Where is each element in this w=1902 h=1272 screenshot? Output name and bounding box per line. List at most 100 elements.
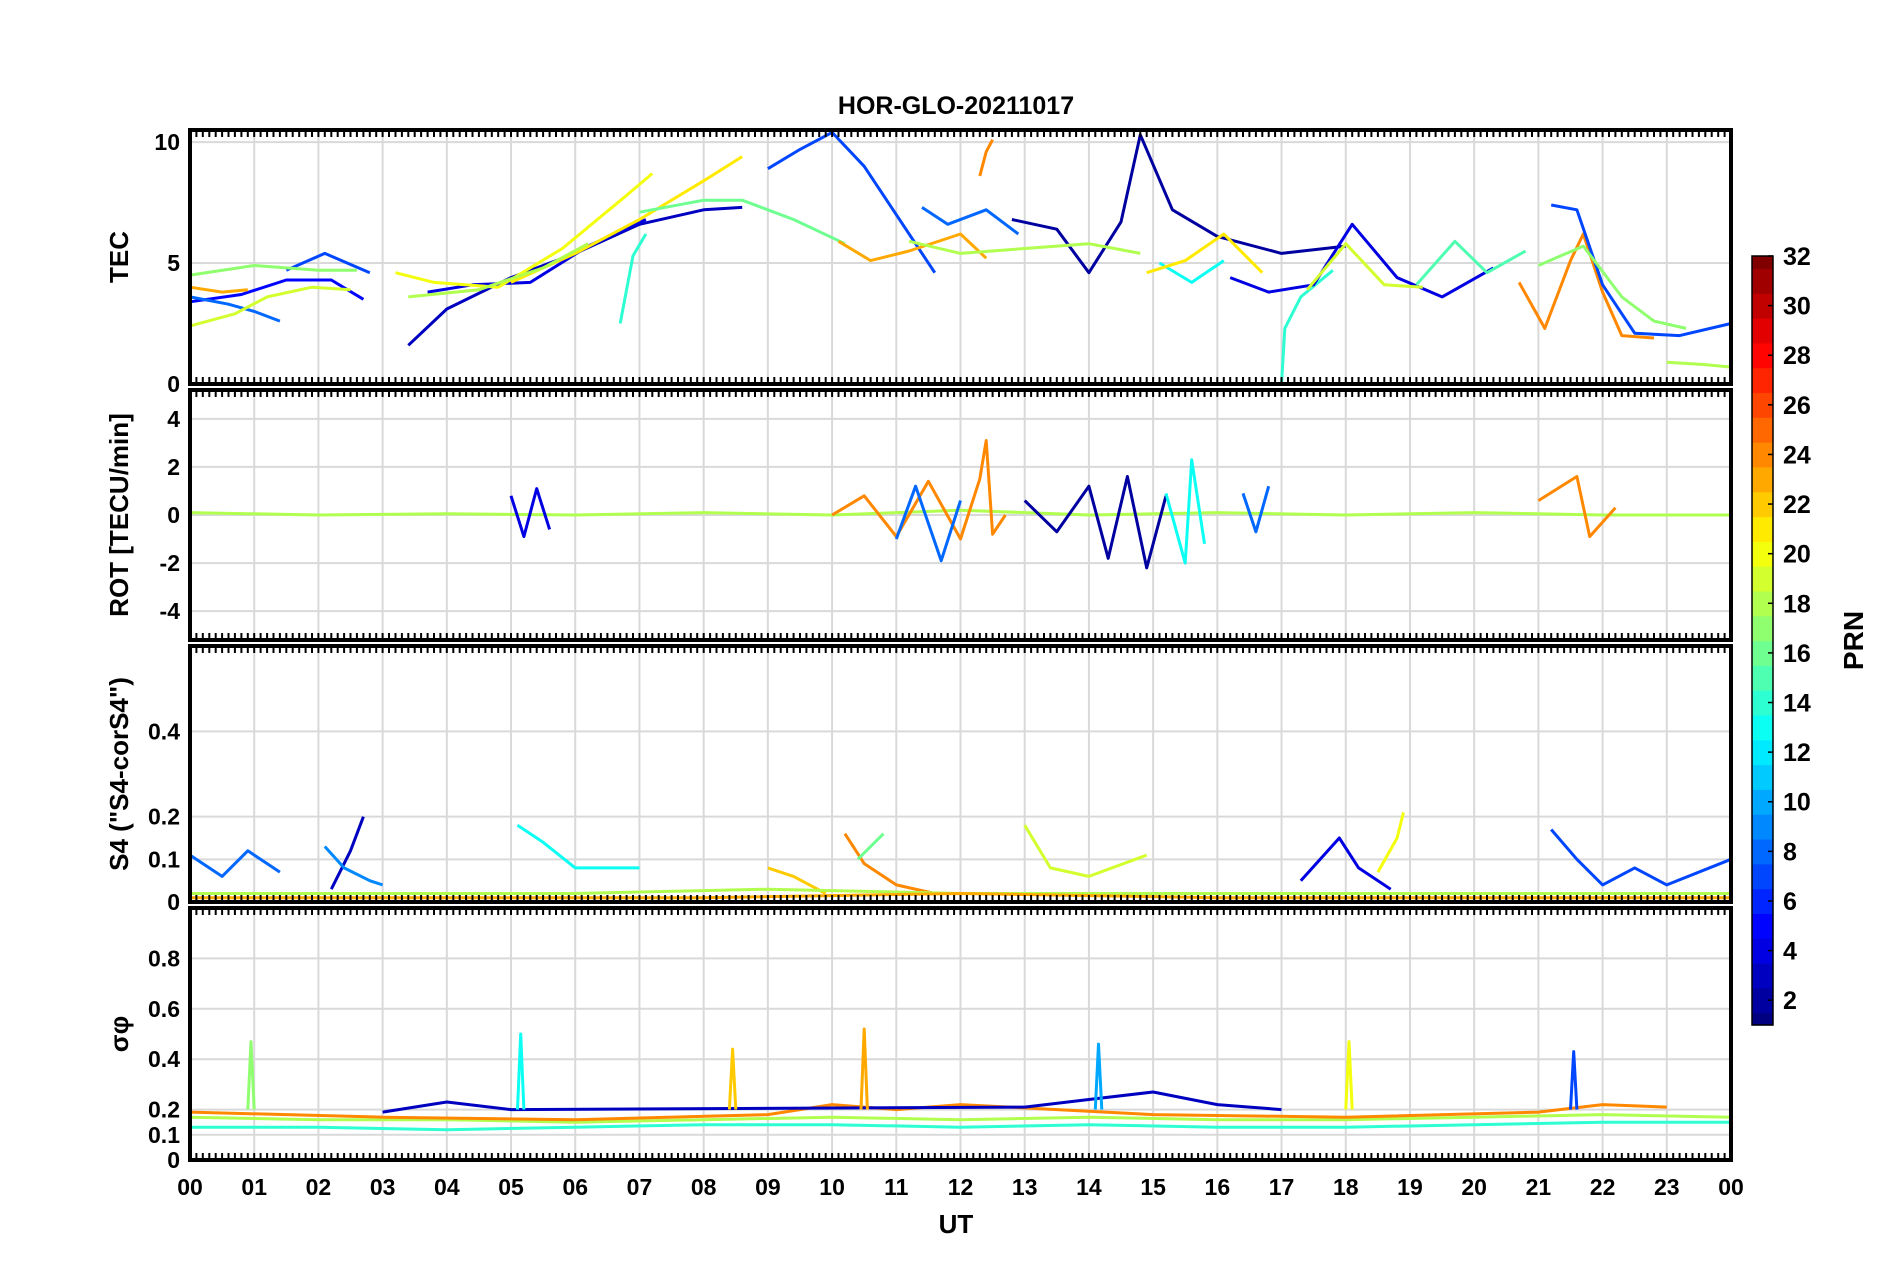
y-tick-label: 0.4	[148, 1046, 180, 1072]
series-line-prn-8	[921, 206, 1020, 236]
x-tick-label: 02	[306, 1174, 332, 1200]
y-tick-label: 5	[167, 250, 180, 276]
colorbar-tick-label: 32	[1783, 243, 1811, 271]
colorbar-segment	[1752, 442, 1773, 468]
x-tick-label: 12	[948, 1174, 974, 1200]
colorbar-segment	[1752, 789, 1773, 815]
series-line-prn-18	[189, 1113, 1732, 1124]
series-line-prn-20	[1376, 812, 1405, 873]
colorbar-tick-label: 24	[1783, 441, 1811, 469]
x-tick-label: 03	[370, 1174, 396, 1200]
colorbar-segment	[1752, 466, 1773, 493]
series-line-prn-18	[408, 242, 589, 299]
series-line-prn-24	[978, 138, 994, 177]
minor-ticks	[189, 130, 1732, 384]
colorbar-segment	[1752, 640, 1773, 666]
y-tick-label: 0	[167, 889, 180, 915]
series-line-prn-18	[1666, 360, 1732, 369]
minor-ticks	[189, 390, 1732, 640]
series-line-prn-19	[1023, 824, 1148, 878]
series-line-prn-7	[285, 251, 371, 275]
panel-sigma: 00.10.2 0.4 0.6 0.8 σφ	[104, 906, 1733, 1173]
colorbar-segment	[1752, 863, 1773, 890]
x-tick-label: 18	[1333, 1174, 1359, 1200]
x-tick-label: 14	[1076, 1174, 1102, 1200]
colorbar-tick-label: 18	[1783, 590, 1811, 618]
series-line-prn-7	[1550, 828, 1732, 887]
x-tick-label: 17	[1269, 1174, 1295, 1200]
series-line-prn-8	[189, 295, 281, 323]
series-line-prn-23	[189, 285, 248, 294]
minor-ticks	[189, 646, 1732, 902]
colorbar-tick-label: 16	[1783, 640, 1811, 668]
x-tick-label: 00	[177, 1174, 203, 1200]
series-line-prn-17	[189, 264, 357, 277]
series-line-prn-17	[1537, 244, 1687, 330]
colorbar-segment	[1752, 541, 1773, 567]
series-line-prn-24	[1517, 232, 1655, 340]
colorbar-tick-label: 4	[1783, 938, 1797, 966]
x-tick-label: 21	[1526, 1174, 1552, 1200]
colorbar-segment	[1752, 665, 1773, 691]
x-tick-label: 01	[241, 1174, 267, 1200]
colorbar-segment	[1752, 963, 1773, 989]
series-line-prn-14	[1280, 269, 1334, 385]
colorbar-segment	[1752, 714, 1773, 741]
x-tick-label: 15	[1140, 1174, 1166, 1200]
y-tick-label: 0.1	[148, 846, 180, 872]
colorbar-tick-label: 28	[1783, 342, 1811, 370]
colorbar-tick-label: 14	[1783, 690, 1811, 718]
series-line-prn-21	[1146, 232, 1264, 275]
panel-rot: -4 -2 0 2 4 ROT [TECU/min]	[104, 388, 1733, 642]
colorbar-tick-label: 30	[1783, 293, 1811, 321]
y-tick-label: 0.2	[148, 1097, 180, 1123]
y-tick-label: 0	[167, 371, 180, 397]
y-axis-label: TEC	[104, 231, 134, 283]
chart-title: HOR-GLO-20211017	[838, 92, 1074, 120]
series-line-prn-24	[1537, 475, 1617, 539]
series-line-prn-20	[1344, 1040, 1354, 1110]
series-line-prn-4	[509, 487, 552, 539]
series-line-prn-22	[767, 866, 827, 895]
y-axis-label: ROT [TECU/min]	[104, 413, 134, 617]
x-tick-label: 16	[1205, 1174, 1231, 1200]
colorbar-segment	[1752, 268, 1773, 294]
colorbar-segment	[1752, 367, 1773, 393]
series-line-prn-24	[843, 832, 936, 895]
colorbar-tick-label: 22	[1783, 491, 1811, 519]
colorbar-segment	[1752, 739, 1773, 766]
series-line-prn-23	[859, 1027, 869, 1110]
series-line-prn-14	[618, 233, 648, 324]
series-line-prn-8	[894, 484, 962, 563]
colorbar-tick-label: 2	[1783, 987, 1797, 1015]
colorbar-segment	[1752, 293, 1773, 319]
x-tick-label: 09	[755, 1174, 781, 1200]
x-tick-label: 19	[1397, 1174, 1423, 1200]
series-line-prn-3	[382, 1090, 1282, 1114]
panel-tec: 0 5 10 TEC	[104, 128, 1733, 397]
colorbar-tick-label: 8	[1783, 838, 1797, 866]
y-tick-label: 0	[167, 1147, 180, 1173]
series-line-prn-18	[189, 508, 1731, 517]
series-line-prn-17	[246, 1040, 256, 1110]
series-line-prn-8	[1241, 485, 1271, 534]
colorbar-segment	[1752, 417, 1773, 443]
colorbar-segment	[1752, 690, 1773, 716]
colorbar-segment	[1752, 491, 1773, 518]
series-line-prn-2	[1023, 475, 1168, 570]
y-tick-label: 0.4	[148, 718, 180, 744]
colorbar-segment	[1752, 342, 1773, 369]
series-line-prn-16	[639, 198, 846, 246]
y-tick-label: 10	[154, 129, 180, 155]
series-line-prn-23	[837, 232, 988, 263]
y-tick-label: 0.6	[148, 996, 180, 1022]
y-tick-label: -4	[160, 598, 181, 624]
x-tick-label: 04	[434, 1174, 460, 1200]
x-tick-label: 22	[1590, 1174, 1616, 1200]
series-line-prn-20	[395, 172, 654, 289]
x-tick-label: 00	[1718, 1174, 1744, 1200]
series-line-prn-13	[516, 823, 640, 870]
series-line-prn-22	[727, 1047, 738, 1110]
y-tick-label: 0.8	[148, 945, 180, 971]
x-tick-label: 06	[562, 1174, 588, 1200]
